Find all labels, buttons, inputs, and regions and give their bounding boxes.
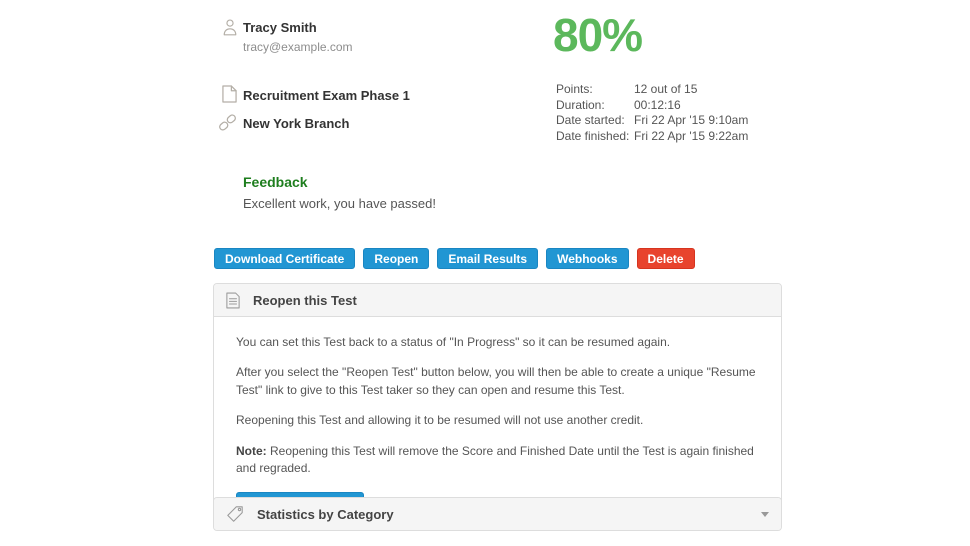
result-stats: Points: 12 out of 15 Duration: 00:12:16 … [556,82,749,143]
user-email: tracy@example.com [243,40,353,54]
document-icon [222,85,237,103]
stat-value: Fri 22 Apr '15 9:10am [634,113,749,128]
note-text: Reopening this Test will remove the Scor… [236,443,754,475]
user-name: Tracy Smith [243,20,317,35]
statistics-panel: Statistics by Category [213,497,782,531]
reopen-paragraph: Reopening this Test and allowing it to b… [236,413,644,428]
reopen-panel-header[interactable]: Reopen this Test [214,284,781,316]
link-icon [218,113,237,132]
reopen-paragraph: After you select the "Reopen Test" butto… [236,365,756,397]
tag-icon [226,505,244,523]
reopen-button[interactable]: Reopen [363,248,430,269]
action-buttons: Download Certificate Reopen Email Result… [214,248,695,269]
note-lines-icon [226,292,240,309]
user-icon [221,18,239,37]
reopen-paragraph: You can set this Test back to a status o… [236,335,671,349]
stat-label: Date finished: [556,128,630,143]
webhooks-button[interactable]: Webhooks [546,248,629,269]
delete-button[interactable]: Delete [636,248,695,269]
stat-value: 00:12:16 [634,97,681,112]
reopen-panel-title: Reopen this Test [253,292,357,308]
score-percent: 80% [553,9,643,61]
feedback-title: Feedback [243,174,308,190]
branch-name: New York Branch [243,116,350,131]
reopen-test-panel: Reopen this Test You can set this Test b… [213,283,782,531]
chevron-down-icon[interactable] [761,511,769,517]
email-results-button[interactable]: Email Results [437,248,539,269]
statistics-panel-title: Statistics by Category [257,506,394,522]
feedback-message: Excellent work, you have passed! [243,196,436,211]
stat-label: Points: [556,82,593,96]
stat-value: Fri 22 Apr '15 9:22am [634,128,749,143]
stat-label: Date started: [556,113,625,128]
note-label: Note: [236,443,267,458]
stat-label: Duration: [556,97,605,112]
test-title: Recruitment Exam Phase 1 [243,88,410,103]
stat-value: 12 out of 15 [634,82,698,96]
reopen-note: Note: Reopening this Test will remove th… [236,443,759,478]
statistics-panel-header[interactable]: Statistics by Category [214,498,781,530]
download-certificate-button[interactable]: Download Certificate [214,248,356,269]
